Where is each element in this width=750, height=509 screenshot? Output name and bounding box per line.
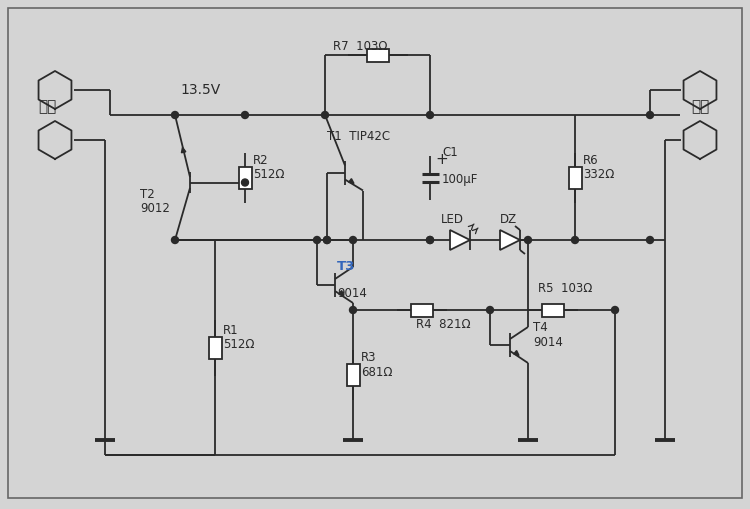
Bar: [367, 48, 388, 62]
Text: R5  103Ω: R5 103Ω: [538, 282, 592, 295]
Bar: [238, 166, 251, 188]
Text: T1  TIP42C: T1 TIP42C: [327, 129, 390, 143]
Circle shape: [350, 306, 356, 314]
Circle shape: [427, 237, 433, 243]
Bar: [568, 166, 581, 188]
Circle shape: [323, 237, 331, 243]
Text: 13.5V: 13.5V: [180, 83, 220, 97]
Text: R2
512Ω: R2 512Ω: [253, 154, 284, 182]
Bar: [542, 303, 563, 317]
Circle shape: [242, 111, 248, 119]
Text: R6
332Ω: R6 332Ω: [583, 154, 614, 182]
Polygon shape: [500, 230, 520, 250]
Text: T3: T3: [337, 260, 356, 273]
Text: T2
9012: T2 9012: [140, 187, 170, 215]
Circle shape: [314, 237, 320, 243]
Circle shape: [242, 179, 248, 186]
Text: 输入: 输入: [38, 99, 56, 115]
Bar: [209, 336, 221, 358]
Circle shape: [172, 237, 178, 243]
Circle shape: [487, 306, 494, 314]
Bar: [410, 303, 433, 317]
Text: C1: C1: [442, 147, 458, 159]
Text: +: +: [435, 152, 448, 167]
Polygon shape: [349, 179, 354, 184]
Text: LED: LED: [440, 213, 464, 226]
Circle shape: [524, 237, 532, 243]
Text: R1
512Ω: R1 512Ω: [223, 324, 254, 352]
Bar: [346, 364, 359, 386]
Polygon shape: [450, 230, 470, 250]
Text: T4
9014: T4 9014: [533, 321, 562, 349]
Circle shape: [322, 111, 328, 119]
Circle shape: [427, 111, 433, 119]
Polygon shape: [339, 291, 344, 296]
Circle shape: [427, 237, 433, 243]
Circle shape: [646, 237, 653, 243]
Circle shape: [611, 306, 619, 314]
Circle shape: [572, 237, 578, 243]
Circle shape: [172, 111, 178, 119]
Text: DZ: DZ: [500, 213, 517, 226]
Text: R4  821Ω: R4 821Ω: [416, 318, 471, 331]
Text: 100μF: 100μF: [442, 173, 479, 185]
Text: R7  103Ω: R7 103Ω: [333, 40, 388, 53]
Circle shape: [646, 111, 653, 119]
Text: R3
681Ω: R3 681Ω: [361, 351, 392, 379]
Text: 9014: 9014: [337, 287, 367, 300]
Polygon shape: [182, 148, 186, 153]
Circle shape: [350, 237, 356, 243]
Polygon shape: [514, 351, 519, 355]
Circle shape: [323, 237, 331, 243]
Text: 输出: 输出: [691, 99, 709, 115]
